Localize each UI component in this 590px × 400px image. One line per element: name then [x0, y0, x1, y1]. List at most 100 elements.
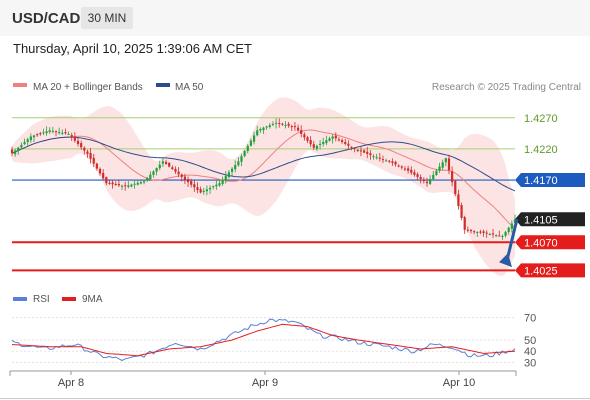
candle-body — [507, 227, 510, 232]
candle-body — [80, 143, 83, 148]
candle — [425, 177, 429, 187]
candle — [473, 230, 476, 235]
candle — [312, 140, 315, 150]
candle — [32, 134, 36, 142]
candle-body — [359, 150, 363, 152]
pivot-label-3: 1.4170 — [524, 175, 558, 187]
candle — [491, 228, 495, 238]
candle — [495, 234, 498, 238]
candle — [168, 162, 171, 168]
candle-body — [146, 177, 149, 181]
header-bar: USD/CAD 30 MIN — [0, 0, 590, 36]
candle-body — [334, 135, 337, 139]
candle — [256, 125, 259, 137]
candle — [76, 137, 80, 147]
candle — [441, 159, 444, 171]
candle — [498, 230, 501, 237]
candle — [67, 131, 70, 136]
candle-body — [337, 139, 341, 141]
candle-body — [350, 146, 353, 148]
candle — [174, 166, 177, 175]
candle-body — [495, 235, 498, 237]
candle-body — [171, 167, 174, 170]
candle — [120, 184, 124, 191]
candle — [51, 126, 54, 134]
candle — [155, 167, 158, 176]
candle — [350, 146, 353, 151]
support-tag-5 — [515, 263, 585, 278]
candle — [407, 165, 410, 174]
timeframe-badge[interactable]: 30 MIN — [81, 7, 133, 29]
candle — [193, 180, 196, 192]
candle — [482, 229, 485, 237]
candle-body — [221, 179, 224, 184]
candle-body — [17, 147, 20, 151]
candle-body — [152, 171, 155, 175]
candle-body — [290, 126, 293, 128]
resistance-label-1: 1.4270 — [524, 113, 558, 125]
candle-body — [230, 168, 234, 172]
candle-body — [39, 133, 42, 135]
candle-body — [64, 132, 67, 134]
candle-body — [262, 127, 265, 131]
candle-body — [240, 156, 243, 162]
candle-body — [26, 139, 29, 143]
candle — [447, 154, 451, 175]
candle — [111, 179, 114, 189]
candle — [237, 157, 240, 167]
candle-body — [274, 122, 278, 124]
candle — [501, 234, 504, 240]
resistance-label-2: 1.4220 — [524, 144, 558, 156]
candle — [463, 215, 466, 234]
candle — [466, 226, 469, 233]
candle — [240, 153, 243, 167]
candle — [444, 157, 447, 167]
candle — [469, 229, 473, 234]
candle-body — [491, 233, 495, 235]
candle — [54, 130, 58, 137]
candle-body — [67, 133, 70, 135]
candle-body — [149, 174, 152, 180]
candle-body — [444, 158, 447, 163]
candle — [249, 138, 253, 147]
candle — [353, 147, 356, 153]
candle-body — [95, 163, 98, 169]
candle — [281, 122, 284, 126]
candle-body — [457, 194, 460, 206]
candle-body — [70, 135, 73, 138]
candle-body — [466, 229, 469, 231]
candle-body — [287, 123, 290, 126]
support-label-5: 1.4025 — [524, 265, 558, 277]
candle-body — [416, 174, 419, 177]
candle — [218, 179, 221, 187]
candle-body — [347, 143, 350, 146]
candle-body — [394, 161, 397, 165]
rsi-tick-label: 50 — [524, 335, 536, 347]
candle-body — [318, 143, 322, 145]
candle-body — [425, 181, 429, 184]
candle-body — [155, 168, 158, 172]
candle-body — [249, 140, 253, 146]
candle — [366, 146, 369, 159]
candle-body — [510, 223, 513, 229]
x-tick-label: Apr 8 — [58, 377, 84, 389]
candle — [265, 125, 268, 130]
candle — [136, 180, 139, 186]
candle-body — [108, 182, 111, 184]
candle-body — [366, 151, 369, 154]
candle-body — [344, 142, 347, 144]
candle — [45, 126, 48, 136]
candle-body — [281, 123, 284, 125]
candle-body — [136, 182, 139, 185]
candle — [80, 140, 83, 150]
candle-body — [61, 132, 64, 134]
candle — [271, 121, 275, 127]
candle-body — [447, 158, 451, 171]
ma50-legend-label: MA 50 — [175, 82, 204, 93]
candle — [262, 126, 265, 134]
candle-body — [353, 147, 356, 149]
candle-body — [237, 161, 240, 166]
candle — [252, 131, 256, 145]
attribution: Research © 2025 Trading Central — [432, 82, 581, 93]
